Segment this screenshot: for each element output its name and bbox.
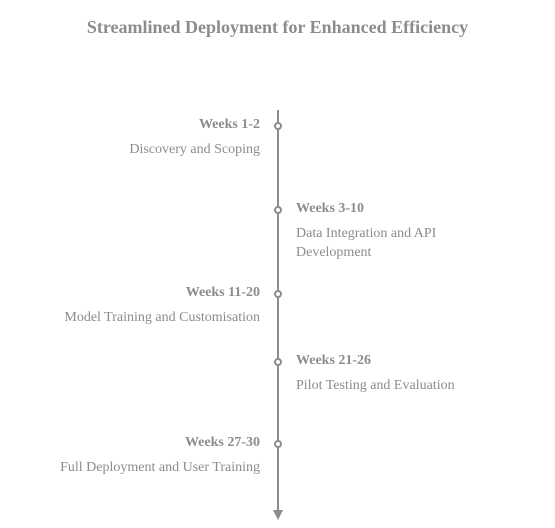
timeline-node [274,358,282,366]
timeline-entry-weeks: Weeks 3-10 [296,200,496,219]
timeline-arrowhead [273,510,283,520]
timeline-node [274,206,282,214]
timeline-entry: Weeks 21-26 Pilot Testing and Evaluation [296,352,496,396]
timeline-entry-desc: Data Integration and API Development [296,225,496,263]
timeline-node [274,440,282,448]
timeline-entry-desc: Full Deployment and User Training [60,459,260,478]
timeline-entry-desc: Pilot Testing and Evaluation [296,377,496,396]
timeline-axis [277,110,279,512]
timeline-entry: Weeks 1-2 Discovery and Scoping [60,116,260,160]
timeline-diagram: Streamlined Deployment for Enhanced Effi… [0,0,555,528]
timeline-entry-weeks: Weeks 1-2 [60,116,260,135]
timeline-entry: Weeks 27-30 Full Deployment and User Trai… [60,434,260,478]
timeline-node [274,122,282,130]
diagram-title: Streamlined Deployment for Enhanced Effi… [0,16,555,39]
timeline-entry: Weeks 3-10 Data Integration and API Devel… [296,200,496,263]
timeline-entry-weeks: Weeks 11-20 [60,284,260,303]
timeline-entry-desc: Discovery and Scoping [60,141,260,160]
timeline-entry-desc: Model Training and Customisation [60,309,260,328]
timeline-entry-weeks: Weeks 27-30 [60,434,260,453]
timeline-node [274,290,282,298]
timeline-entry-weeks: Weeks 21-26 [296,352,496,371]
timeline-entry: Weeks 11-20 Model Training and Customisat… [60,284,260,328]
